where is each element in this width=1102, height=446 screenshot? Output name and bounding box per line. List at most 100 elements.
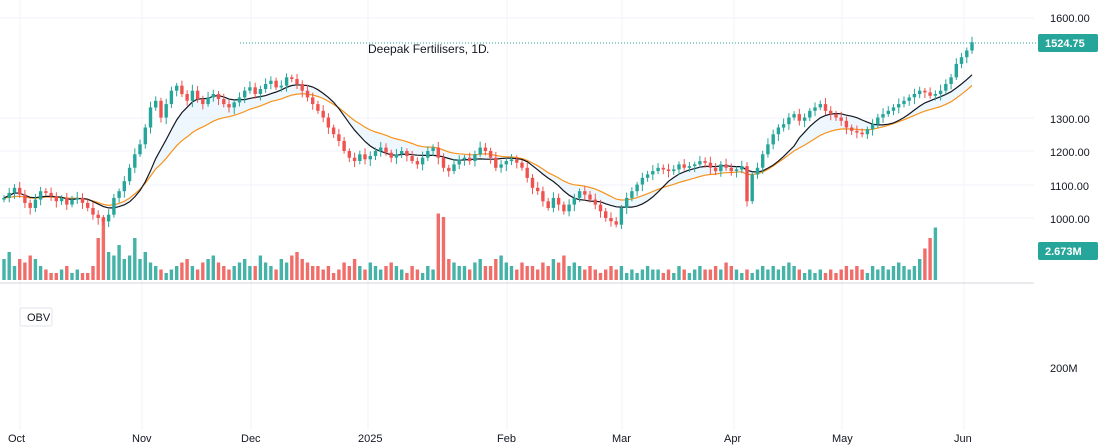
volume-bar — [394, 266, 399, 280]
volume-bar — [180, 262, 184, 280]
candle-body — [18, 187, 22, 195]
candle-body — [138, 144, 142, 155]
volume-bar — [703, 269, 707, 280]
candle-body — [80, 197, 85, 203]
volume-bar — [175, 266, 179, 280]
candle-body — [237, 97, 242, 103]
candle-body — [373, 151, 378, 156]
candle-body — [86, 202, 90, 208]
volume-bar — [54, 273, 58, 280]
volume-bar — [253, 266, 257, 280]
volume-bar — [263, 262, 268, 280]
candle-body — [645, 174, 650, 178]
candle-body — [583, 191, 587, 195]
volume-bar — [290, 255, 294, 280]
candle-body — [813, 107, 817, 111]
candle-body — [567, 204, 571, 212]
volume-bars — [2, 213, 938, 280]
volume-bar — [865, 273, 870, 280]
candle-body — [185, 94, 189, 101]
ema-line-path — [3, 85, 973, 207]
candle-body — [164, 104, 168, 118]
candle-body — [274, 80, 278, 88]
volume-bar — [112, 255, 116, 280]
candle-body — [342, 140, 346, 151]
candle-body — [897, 104, 901, 108]
volume-badge — [1038, 242, 1098, 260]
volume-bar — [12, 266, 17, 280]
volume-bar — [781, 266, 786, 280]
candle-body — [269, 80, 273, 84]
price-tick-label: 1600.00 — [1050, 13, 1090, 25]
candle-body — [829, 110, 833, 115]
candle-body — [651, 171, 655, 175]
volume-bar — [504, 262, 508, 280]
candle-body — [604, 211, 608, 218]
volume-bar — [154, 266, 158, 280]
volume-bar — [530, 266, 535, 280]
candle-body — [44, 191, 48, 193]
volume-bar — [211, 255, 215, 280]
candle-body — [478, 147, 482, 155]
candle-body — [415, 161, 420, 165]
volume-bar — [687, 273, 692, 280]
candle-body — [216, 94, 221, 99]
candle-body — [844, 120, 849, 128]
volume-bar — [755, 269, 760, 280]
volume-bar — [729, 266, 733, 280]
candle-body — [195, 90, 200, 100]
volume-bar — [818, 269, 822, 280]
symbol-label-period: . — [486, 42, 489, 56]
symbol-label: Deepak Fertilisers, 1D — [368, 42, 487, 56]
volume-bar — [740, 273, 744, 280]
candle-body — [305, 90, 310, 98]
volume-bar — [525, 266, 529, 280]
volume-bar — [546, 266, 550, 280]
candle-body — [708, 162, 713, 168]
volume-bar — [834, 273, 838, 280]
candle-body — [724, 164, 728, 168]
candle-body — [593, 199, 597, 205]
volume-bar — [201, 262, 205, 280]
volume-bar — [295, 252, 299, 280]
candle-body — [405, 151, 409, 156]
volume-bar — [766, 269, 770, 280]
candle-body — [28, 202, 32, 208]
candle-body — [117, 191, 121, 198]
volume-bar — [7, 252, 11, 280]
volume-bar — [65, 266, 69, 280]
candle-body — [91, 207, 95, 215]
volume-bar — [133, 238, 137, 280]
volume-bar — [216, 262, 221, 280]
candle-body — [473, 154, 477, 161]
volume-bar — [352, 259, 357, 280]
price-scale[interactable]: 1600.00 1300.00 1200.00 1100.00 1000.00 … — [1050, 13, 1090, 375]
volume-bar — [70, 273, 74, 280]
volume-bar — [269, 266, 273, 280]
candle-body — [672, 169, 676, 172]
candle-body — [959, 57, 964, 64]
volume-bar — [614, 269, 618, 280]
volume-bar — [776, 269, 781, 280]
candle-body — [462, 157, 467, 160]
candles — [2, 36, 974, 230]
candle-body — [640, 177, 645, 185]
candle-body — [54, 196, 58, 202]
candle-body — [263, 84, 268, 89]
candle-body — [823, 104, 828, 111]
volume-bar — [551, 259, 556, 280]
candle-body — [504, 161, 508, 165]
volume-bar — [389, 262, 393, 280]
candle-body — [23, 194, 27, 203]
volume-bar — [321, 269, 325, 280]
volume-bar — [274, 269, 278, 280]
volume-bar — [59, 269, 64, 280]
candle-body — [687, 166, 692, 168]
volume-bar — [159, 269, 163, 280]
volume-bar — [117, 245, 121, 280]
time-scale[interactable]: Oct Nov Dec 2025 Feb Mar Apr May Jun — [8, 433, 972, 445]
obv-legend-box[interactable] — [19, 307, 53, 327]
candle-body — [881, 114, 885, 118]
volume-bar — [300, 259, 304, 280]
